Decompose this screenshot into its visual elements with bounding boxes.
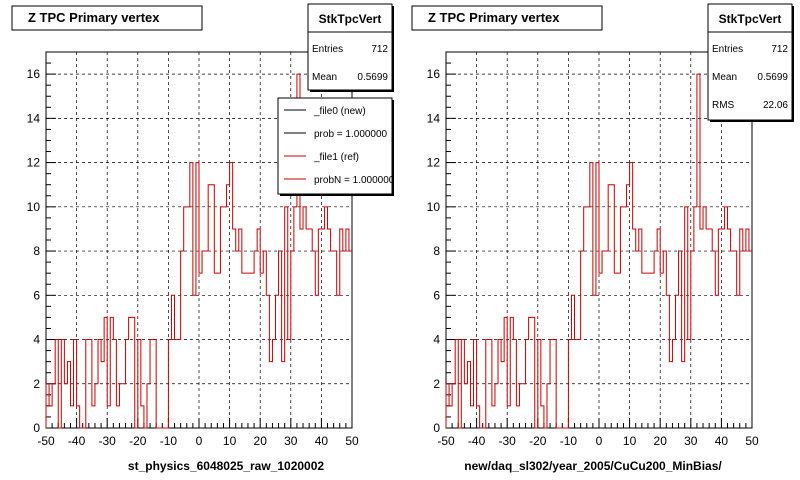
stats-name: StkTpcVert [319,12,382,26]
x-tick-label: -40 [68,434,86,448]
y-tick-label: 4 [33,333,40,347]
y-tick-label: 0 [33,421,40,435]
x-tick-label: -20 [529,434,547,448]
stats-box [307,3,393,91]
y-tick-label: 6 [433,288,440,302]
x-tick-label: 30 [684,434,698,448]
x-tick-label: 0 [196,434,203,448]
x-tick-label: 20 [254,434,268,448]
x-tick-label: -30 [99,434,117,448]
stats-label: Mean [312,72,337,83]
x-tick-label: 20 [654,434,668,448]
y-tick-label: 2 [433,377,440,391]
stats-value: 712 [371,44,388,55]
stats-label: RMS [712,100,735,111]
x-axis-label: st_physics_6048025_raw_1020002 [128,459,324,473]
legend-label: _file0 (new) [313,106,366,117]
y-tick-label: 10 [427,200,441,214]
y-tick-label: 16 [427,67,441,81]
y-tick-label: 12 [27,156,41,170]
legend-label: _file1 (ref) [313,152,359,163]
y-tick-label: 14 [27,111,41,125]
x-tick-label: 10 [623,434,637,448]
y-tick-label: 8 [33,244,40,258]
y-tick-label: 0 [433,421,440,435]
chart-2: -50 -40 -30 -20 -10 0 10 20 30 40 50 0 2 4 6 8 10 12 14 16 Z… [411,3,794,473]
x-axis-label: new/daq_sl302/year_2005/CuCu200_MinBias/ [464,459,722,473]
x-tick-label: -10 [560,434,578,448]
legend-label: prob = 1.000000 [314,129,388,140]
x-tick-label: -20 [129,434,147,448]
x-tick-label: 0 [596,434,603,448]
chart-1: -50 -40 -30 -20 -10 0 10 20 30 40 50 0 2 4 6 8 10 12 14 16 Z… [11,3,395,473]
legend-box [277,97,393,195]
histogram-series [445,73,752,429]
y-tick-label: 12 [427,156,441,170]
x-tick-label: 40 [715,434,729,448]
x-tick-label: -30 [499,434,517,448]
title-box [411,5,603,31]
stats-label: Mean [712,72,737,83]
stats-label: Entries [312,44,343,55]
stats-box [707,3,793,121]
y-tick-label: 2 [33,377,40,391]
x-tick-label: -50 [37,434,55,448]
x-tick-label: 50 [345,434,359,448]
title-box [11,5,203,31]
stats-value: 712 [771,44,788,55]
chart-title: Z TPC Primary vertex [428,10,560,25]
stats-value: 0.5699 [757,72,788,83]
x-tick-label: -10 [160,434,178,448]
stats-value: 22.06 [763,100,788,111]
x-tick-label: -50 [437,434,455,448]
y-tick-label: 16 [27,67,41,81]
y-tick-label: 10 [27,200,41,214]
y-tick-label: 4 [433,333,440,347]
histogram-series [45,73,352,429]
chart-title: Z TPC Primary vertex [28,10,160,25]
legend-label: probN = 1.000000 [314,175,395,186]
stats-label: Entries [712,44,743,55]
stats-value: 0.5699 [357,72,388,83]
y-tick-label: 6 [33,288,40,302]
x-tick-label: 50 [745,434,759,448]
stats-name: StkTpcVert [719,12,782,26]
x-tick-label: 30 [284,434,298,448]
y-tick-label: 8 [433,244,440,258]
x-tick-label: -40 [468,434,486,448]
x-tick-label: 40 [315,434,329,448]
y-tick-label: 14 [427,111,441,125]
x-tick-label: 10 [223,434,237,448]
